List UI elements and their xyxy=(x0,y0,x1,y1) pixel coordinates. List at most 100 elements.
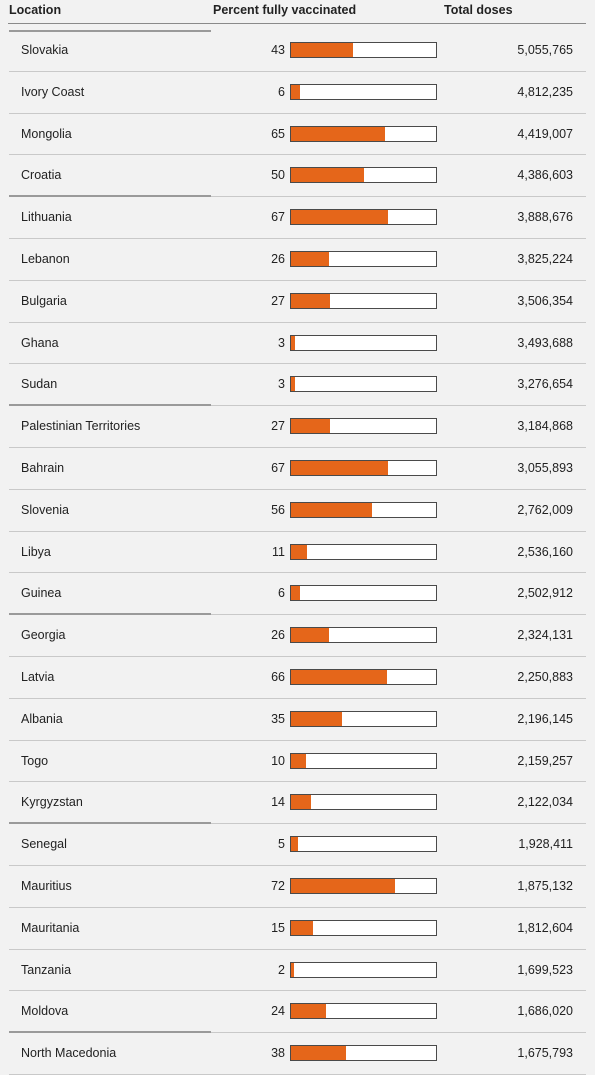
row-divider xyxy=(211,363,586,365)
percent-value: 10 xyxy=(271,753,285,768)
table-header: Location Percent fully vaccinated Total … xyxy=(0,0,595,26)
row-divider xyxy=(9,154,211,156)
location-cell: Slovakia xyxy=(21,43,69,57)
percent-bar xyxy=(290,794,437,811)
percent-value: 50 xyxy=(271,168,285,183)
percent-value: 6 xyxy=(278,586,285,601)
total-doses-cell: 3,184,868 xyxy=(517,419,573,434)
percent-bar xyxy=(290,376,437,393)
location-cell: Mauritania xyxy=(21,920,80,935)
row-divider xyxy=(9,446,211,448)
table-row: Lithuania 67 3,888,676 xyxy=(0,197,595,239)
percent-bar-fill xyxy=(291,628,329,643)
table-row: Senegal 5 1,928,411 xyxy=(0,824,595,866)
row-divider xyxy=(9,1031,211,1034)
row-divider xyxy=(211,614,586,616)
percent-bar-fill xyxy=(291,586,300,601)
percent-bar xyxy=(290,209,437,226)
percent-bar-fill xyxy=(291,711,342,726)
location-cell: Bahrain xyxy=(21,460,65,475)
row-divider xyxy=(9,70,211,72)
row-divider xyxy=(211,530,586,532)
percent-value: 43 xyxy=(271,43,285,57)
percent-bar xyxy=(290,710,437,727)
total-doses-cell: 4,386,603 xyxy=(517,168,573,183)
percent-bar-fill xyxy=(291,502,373,517)
row-divider xyxy=(211,572,586,574)
percent-bar xyxy=(290,1003,437,1020)
row-divider xyxy=(211,237,586,239)
doses-column-header: Total doses xyxy=(444,3,513,17)
row-divider xyxy=(9,990,211,992)
total-doses-cell: 3,276,654 xyxy=(517,377,573,392)
total-doses-cell: 5,055,765 xyxy=(517,43,573,57)
table-row: North Macedonia 38 1,675,793 xyxy=(0,1033,595,1075)
percent-bar xyxy=(290,961,437,978)
percent-bar-fill xyxy=(291,377,296,392)
total-doses-cell: 2,324,131 xyxy=(517,628,573,643)
total-doses-cell: 2,502,912 xyxy=(517,586,573,601)
table-row: Togo 10 2,159,257 xyxy=(0,741,595,783)
table-row: Mauritius 72 1,875,132 xyxy=(0,866,595,908)
table-row: Slovakia 43 5,055,765 xyxy=(0,30,595,72)
location-cell: Tanzania xyxy=(21,962,72,977)
total-doses-cell: 1,875,132 xyxy=(517,878,573,893)
percent-value: 5 xyxy=(278,837,285,852)
percent-bar xyxy=(290,83,437,100)
percent-value: 65 xyxy=(271,126,285,141)
location-cell: Slovenia xyxy=(21,502,69,517)
percent-bar-fill xyxy=(291,210,389,225)
percent-bar xyxy=(290,501,437,518)
row-divider xyxy=(211,823,586,825)
percent-value: 67 xyxy=(271,210,285,225)
table-row: Bulgaria 27 3,506,354 xyxy=(0,281,595,323)
percent-value: 27 xyxy=(271,419,285,434)
location-cell: Mauritius xyxy=(21,878,72,893)
total-doses-cell: 3,888,676 xyxy=(517,210,573,225)
percent-column-header: Percent fully vaccinated xyxy=(213,3,357,17)
percent-value: 15 xyxy=(271,920,285,935)
location-cell: Togo xyxy=(21,753,49,768)
total-doses-cell: 2,196,145 xyxy=(517,711,573,726)
percent-bar-fill xyxy=(291,293,331,308)
total-doses-cell: 3,493,688 xyxy=(517,335,573,350)
location-cell: Croatia xyxy=(21,168,62,183)
location-cell: Guinea xyxy=(21,586,62,601)
percent-bar xyxy=(290,459,437,476)
location-cell: Georgia xyxy=(21,628,66,643)
row-divider xyxy=(211,405,586,407)
group-divider xyxy=(9,30,211,32)
percent-bar-fill xyxy=(291,1046,347,1061)
row-divider xyxy=(9,697,211,699)
percent-bar xyxy=(290,668,437,685)
total-doses-cell: 1,686,020 xyxy=(517,1004,573,1019)
row-divider xyxy=(211,112,586,114)
table-row: Kyrgyzstan 14 2,122,034 xyxy=(0,782,595,825)
row-divider xyxy=(9,363,211,365)
percent-bar xyxy=(290,877,437,894)
row-divider xyxy=(9,530,211,532)
total-doses-cell: 2,122,034 xyxy=(517,795,573,810)
row-divider xyxy=(9,739,211,741)
row-divider xyxy=(9,822,211,825)
percent-value: 56 xyxy=(271,502,285,517)
percent-bar-fill xyxy=(291,962,294,977)
total-doses-cell: 2,250,883 xyxy=(517,669,573,684)
location-cell: Ghana xyxy=(21,335,59,350)
table-row: Mongolia 65 4,419,007 xyxy=(0,114,595,156)
percent-value: 14 xyxy=(271,795,285,810)
location-cell: North Macedonia xyxy=(21,1046,117,1061)
percent-value: 27 xyxy=(271,293,285,308)
percent-bar xyxy=(290,292,437,309)
total-doses-cell: 3,055,893 xyxy=(517,460,573,475)
percent-bar-fill xyxy=(291,795,312,810)
percent-value: 2 xyxy=(278,962,285,977)
row-divider xyxy=(9,112,211,114)
row-divider xyxy=(9,948,211,950)
location-cell: Bulgaria xyxy=(21,293,67,308)
table-row: Bahrain 67 3,055,893 xyxy=(0,448,595,490)
percent-bar-fill xyxy=(291,251,329,266)
row-divider xyxy=(211,70,586,72)
table-row: Palestinian Territories 27 3,184,868 xyxy=(0,406,595,448)
row-divider xyxy=(211,321,586,323)
